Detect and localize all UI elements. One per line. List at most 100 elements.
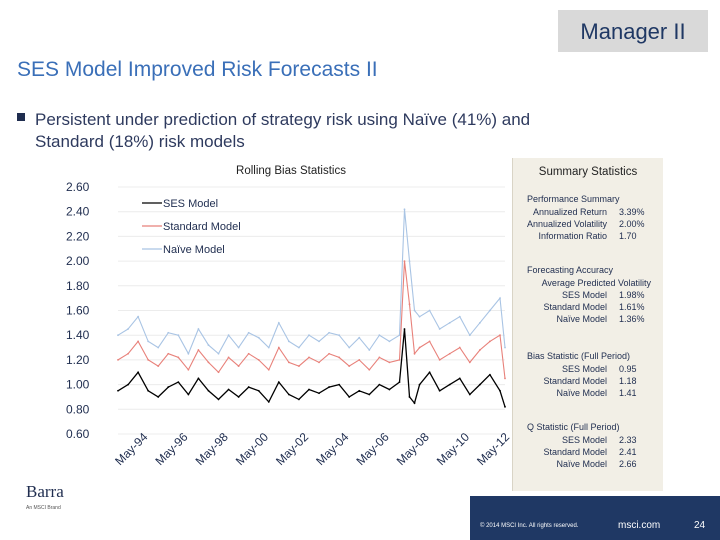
data-point: [458, 346, 461, 349]
data-point: [504, 405, 506, 408]
summary-row: Information Ratio 1.70: [513, 231, 663, 243]
data-point: [388, 361, 391, 364]
series-line-naive: [117, 209, 506, 355]
data-point: [298, 346, 300, 349]
legend-label: Standard Model: [163, 221, 241, 233]
summary-row: SES Model 1.98%: [513, 290, 663, 302]
data-point: [147, 359, 150, 361]
data-point: [413, 309, 416, 312]
data-point: [247, 386, 250, 388]
data-point: [318, 340, 320, 343]
data-point: [137, 340, 140, 343]
data-point: [413, 352, 416, 355]
data-point: [408, 260, 411, 262]
summary-row-label: SES Model: [561, 290, 607, 300]
series-line-standard: [117, 261, 506, 379]
data-point: [348, 346, 351, 349]
x-tick-label: May-10: [434, 430, 472, 468]
data-point: [137, 371, 140, 374]
data-point: [247, 331, 250, 334]
page-number: 24: [694, 520, 706, 531]
data-point: [328, 352, 330, 355]
data-point: [378, 383, 381, 386]
data-point: [438, 359, 441, 361]
data-point: [418, 346, 421, 349]
data-point: [117, 389, 119, 392]
data-point: [458, 315, 461, 318]
data-point: [504, 346, 506, 349]
data-point: [338, 334, 341, 337]
data-point: [358, 336, 361, 339]
data-point: [328, 386, 330, 388]
data-point: [499, 297, 501, 300]
summary-row-label: SES Model: [561, 364, 607, 374]
data-point: [358, 389, 361, 392]
data-point: [157, 396, 160, 398]
barra-logo: Barra: [26, 482, 64, 501]
data-point: [418, 383, 421, 386]
legend-label: Naïve Model: [163, 244, 225, 256]
header-tag-label: Manager II: [580, 19, 686, 44]
summary-row-label: SES Model: [561, 435, 607, 445]
data-point: [257, 359, 260, 361]
data-point: [217, 398, 220, 401]
data-point: [277, 381, 280, 384]
y-tick-label: 0.60: [66, 427, 90, 441]
data-point: [197, 328, 200, 330]
data-point: [207, 344, 210, 346]
data-point: [328, 331, 330, 334]
data-point: [127, 328, 129, 330]
summary-section-heading: Bias Statistic (Full Period): [527, 351, 631, 361]
data-point: [438, 389, 441, 392]
summary-row: Average Predicted Volatility: [513, 278, 663, 290]
data-point: [318, 361, 320, 364]
data-point: [287, 340, 290, 343]
data-point: [448, 321, 451, 324]
summary-title: Summary Statistics: [538, 166, 638, 178]
data-point: [348, 365, 351, 367]
summary-row-label: Naïve Model: [556, 314, 607, 324]
data-point: [478, 383, 481, 386]
footer-site-link[interactable]: msci.com: [618, 520, 661, 531]
summary-row: Standard Model 2.41: [513, 447, 663, 459]
data-point: [197, 349, 200, 351]
data-point: [368, 393, 371, 396]
summary-row-value: 1.61%: [619, 302, 645, 312]
y-tick-label: 1.20: [66, 353, 90, 367]
data-point: [428, 309, 431, 312]
summary-section-heading: Q Statistic (Full Period): [527, 422, 620, 432]
y-tick-label: 2.40: [66, 205, 90, 219]
summary-row: Annualized Volatility 2.00%: [513, 219, 663, 231]
data-point: [167, 331, 170, 334]
x-tick-label: May-12: [474, 430, 512, 468]
data-point: [504, 377, 506, 380]
summary-row-label: Annualized Volatility: [526, 219, 607, 229]
data-point: [468, 334, 471, 337]
data-point: [308, 334, 310, 337]
x-tick-label: May-02: [273, 430, 311, 468]
data-point: [298, 398, 300, 401]
chart-svg: Rolling Bias Statistics 2.60 2.40 2.20 2.00 1…: [66, 165, 512, 468]
data-point: [418, 315, 421, 318]
data-point: [308, 356, 310, 359]
data-point: [368, 349, 371, 351]
data-point: [413, 402, 416, 405]
bullet-text-line-1: Persistent under prediction of strategy …: [35, 110, 531, 129]
data-point: [287, 393, 290, 396]
x-tick-label: May-96: [152, 430, 190, 468]
chart-title: Rolling Bias Statistics: [236, 165, 346, 177]
x-tick-label: May-94: [112, 430, 150, 468]
data-point: [197, 377, 200, 380]
data-point: [478, 321, 481, 324]
footer-copyright: © 2014 MSCI Inc. All rights reserved.: [480, 523, 579, 529]
data-point: [187, 368, 190, 371]
data-point: [127, 352, 129, 355]
data-point: [257, 389, 260, 392]
data-point: [388, 388, 391, 391]
summary-row-value: 1.18: [619, 376, 637, 386]
data-point: [277, 346, 280, 349]
data-point: [227, 388, 230, 391]
data-point: [157, 365, 160, 367]
summary-row: SES Model 0.95: [513, 364, 663, 376]
summary-row: Standard Model 1.18: [513, 376, 663, 388]
